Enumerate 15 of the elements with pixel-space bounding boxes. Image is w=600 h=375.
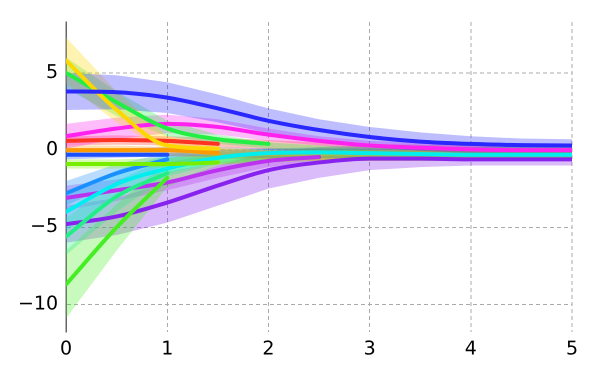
x-tick-label: 5 [566,338,578,360]
y-tick-label: −5 [30,215,58,238]
y-tick-label: 0 [46,138,58,160]
line-series [66,156,572,226]
line-series [66,89,572,148]
line-series [66,58,220,151]
x-tick-label: 0 [60,338,72,360]
x-tick-label: 3 [364,338,376,360]
x-tick-label: 1 [161,338,174,360]
x-tick-label: 2 [262,338,275,360]
line-series [66,70,270,146]
y-tick-label: 5 [46,60,58,83]
x-tick-label: 4 [464,338,477,360]
y-tick-label: −10 [18,292,58,314]
line-series [66,122,572,152]
